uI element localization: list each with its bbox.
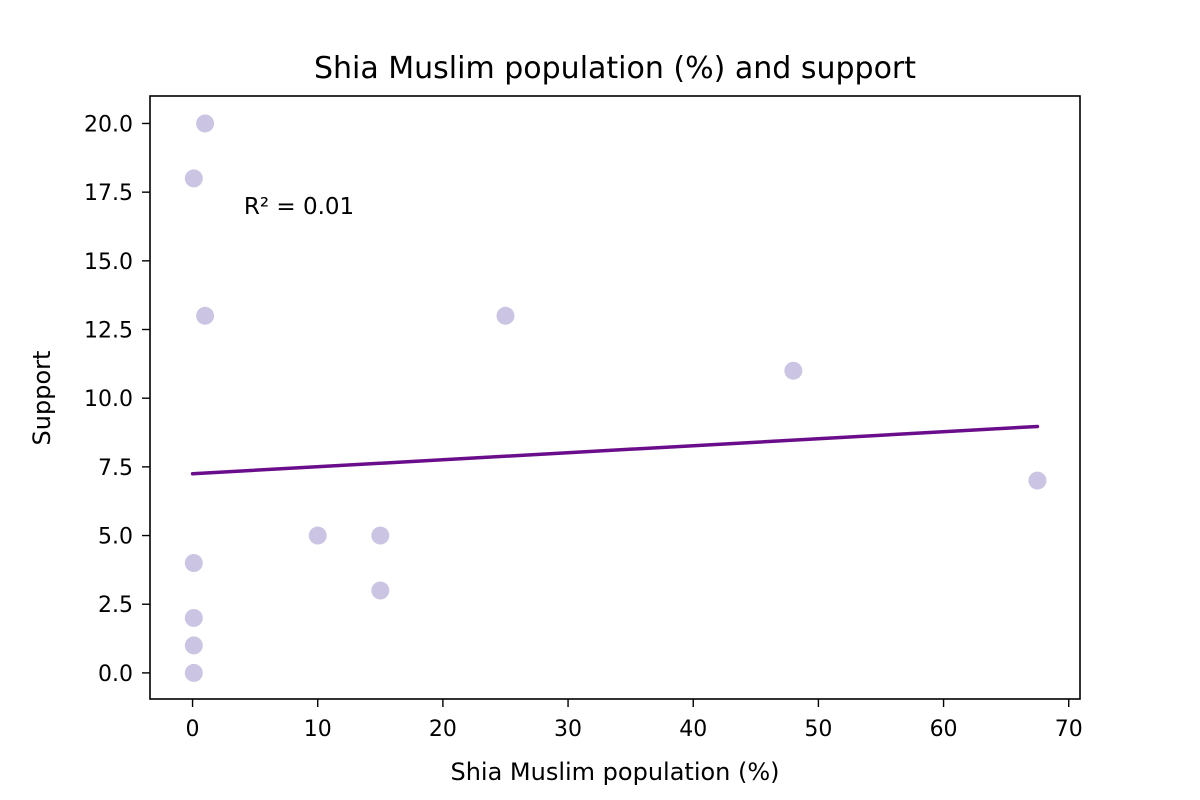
scatter-point [496,306,515,325]
plot-frame [149,95,1081,700]
y-tick-label: 5.0 [98,525,133,550]
trend-line [190,424,1040,476]
y-axis-label: Support [28,351,56,446]
x-axis-label: Shia Muslim population (%) [450,758,779,786]
scatter-point [784,361,803,380]
scatter-point [1028,471,1047,490]
x-tick-label: 70 [1055,717,1083,742]
scatter-point [184,554,203,573]
axis-ticks: 0 10 20 30 40 50 60 70 0.0 2.5 5.0 7.5 10.0 12.5 15.0 1… [84,112,1083,742]
chart-title: Shia Muslim population (%) and support [314,51,916,86]
x-tick-label: 40 [679,717,707,742]
y-tick-label: 7.5 [98,456,133,481]
y-tick-label: 2.5 [98,593,133,618]
y-tick-label: 20.0 [84,112,133,137]
scatter-point [184,169,203,188]
scatter-point [308,526,327,545]
y-tick-label: 17.5 [84,181,133,206]
scatter-point [371,581,390,600]
plot-area [184,114,1047,682]
x-tick-label: 20 [429,717,457,742]
scatter-point [184,663,203,682]
y-tick-label: 0.0 [98,662,133,687]
x-tick-label: 0 [186,717,200,742]
x-tick-label: 10 [304,717,332,742]
scatter-point [184,636,203,655]
y-tick-label: 15.0 [84,250,133,275]
x-tick-label: 30 [554,717,582,742]
x-tick-label: 60 [930,717,958,742]
scatter-point [196,114,215,133]
y-tick-label: 12.5 [84,319,133,344]
y-tick-label: 10.0 [84,387,133,412]
scatter-point [184,608,203,627]
r-squared-annotation: R² = 0.01 [244,194,354,220]
x-tick-label: 50 [804,717,832,742]
scatter-point [371,526,390,545]
scatter-point [196,306,215,325]
